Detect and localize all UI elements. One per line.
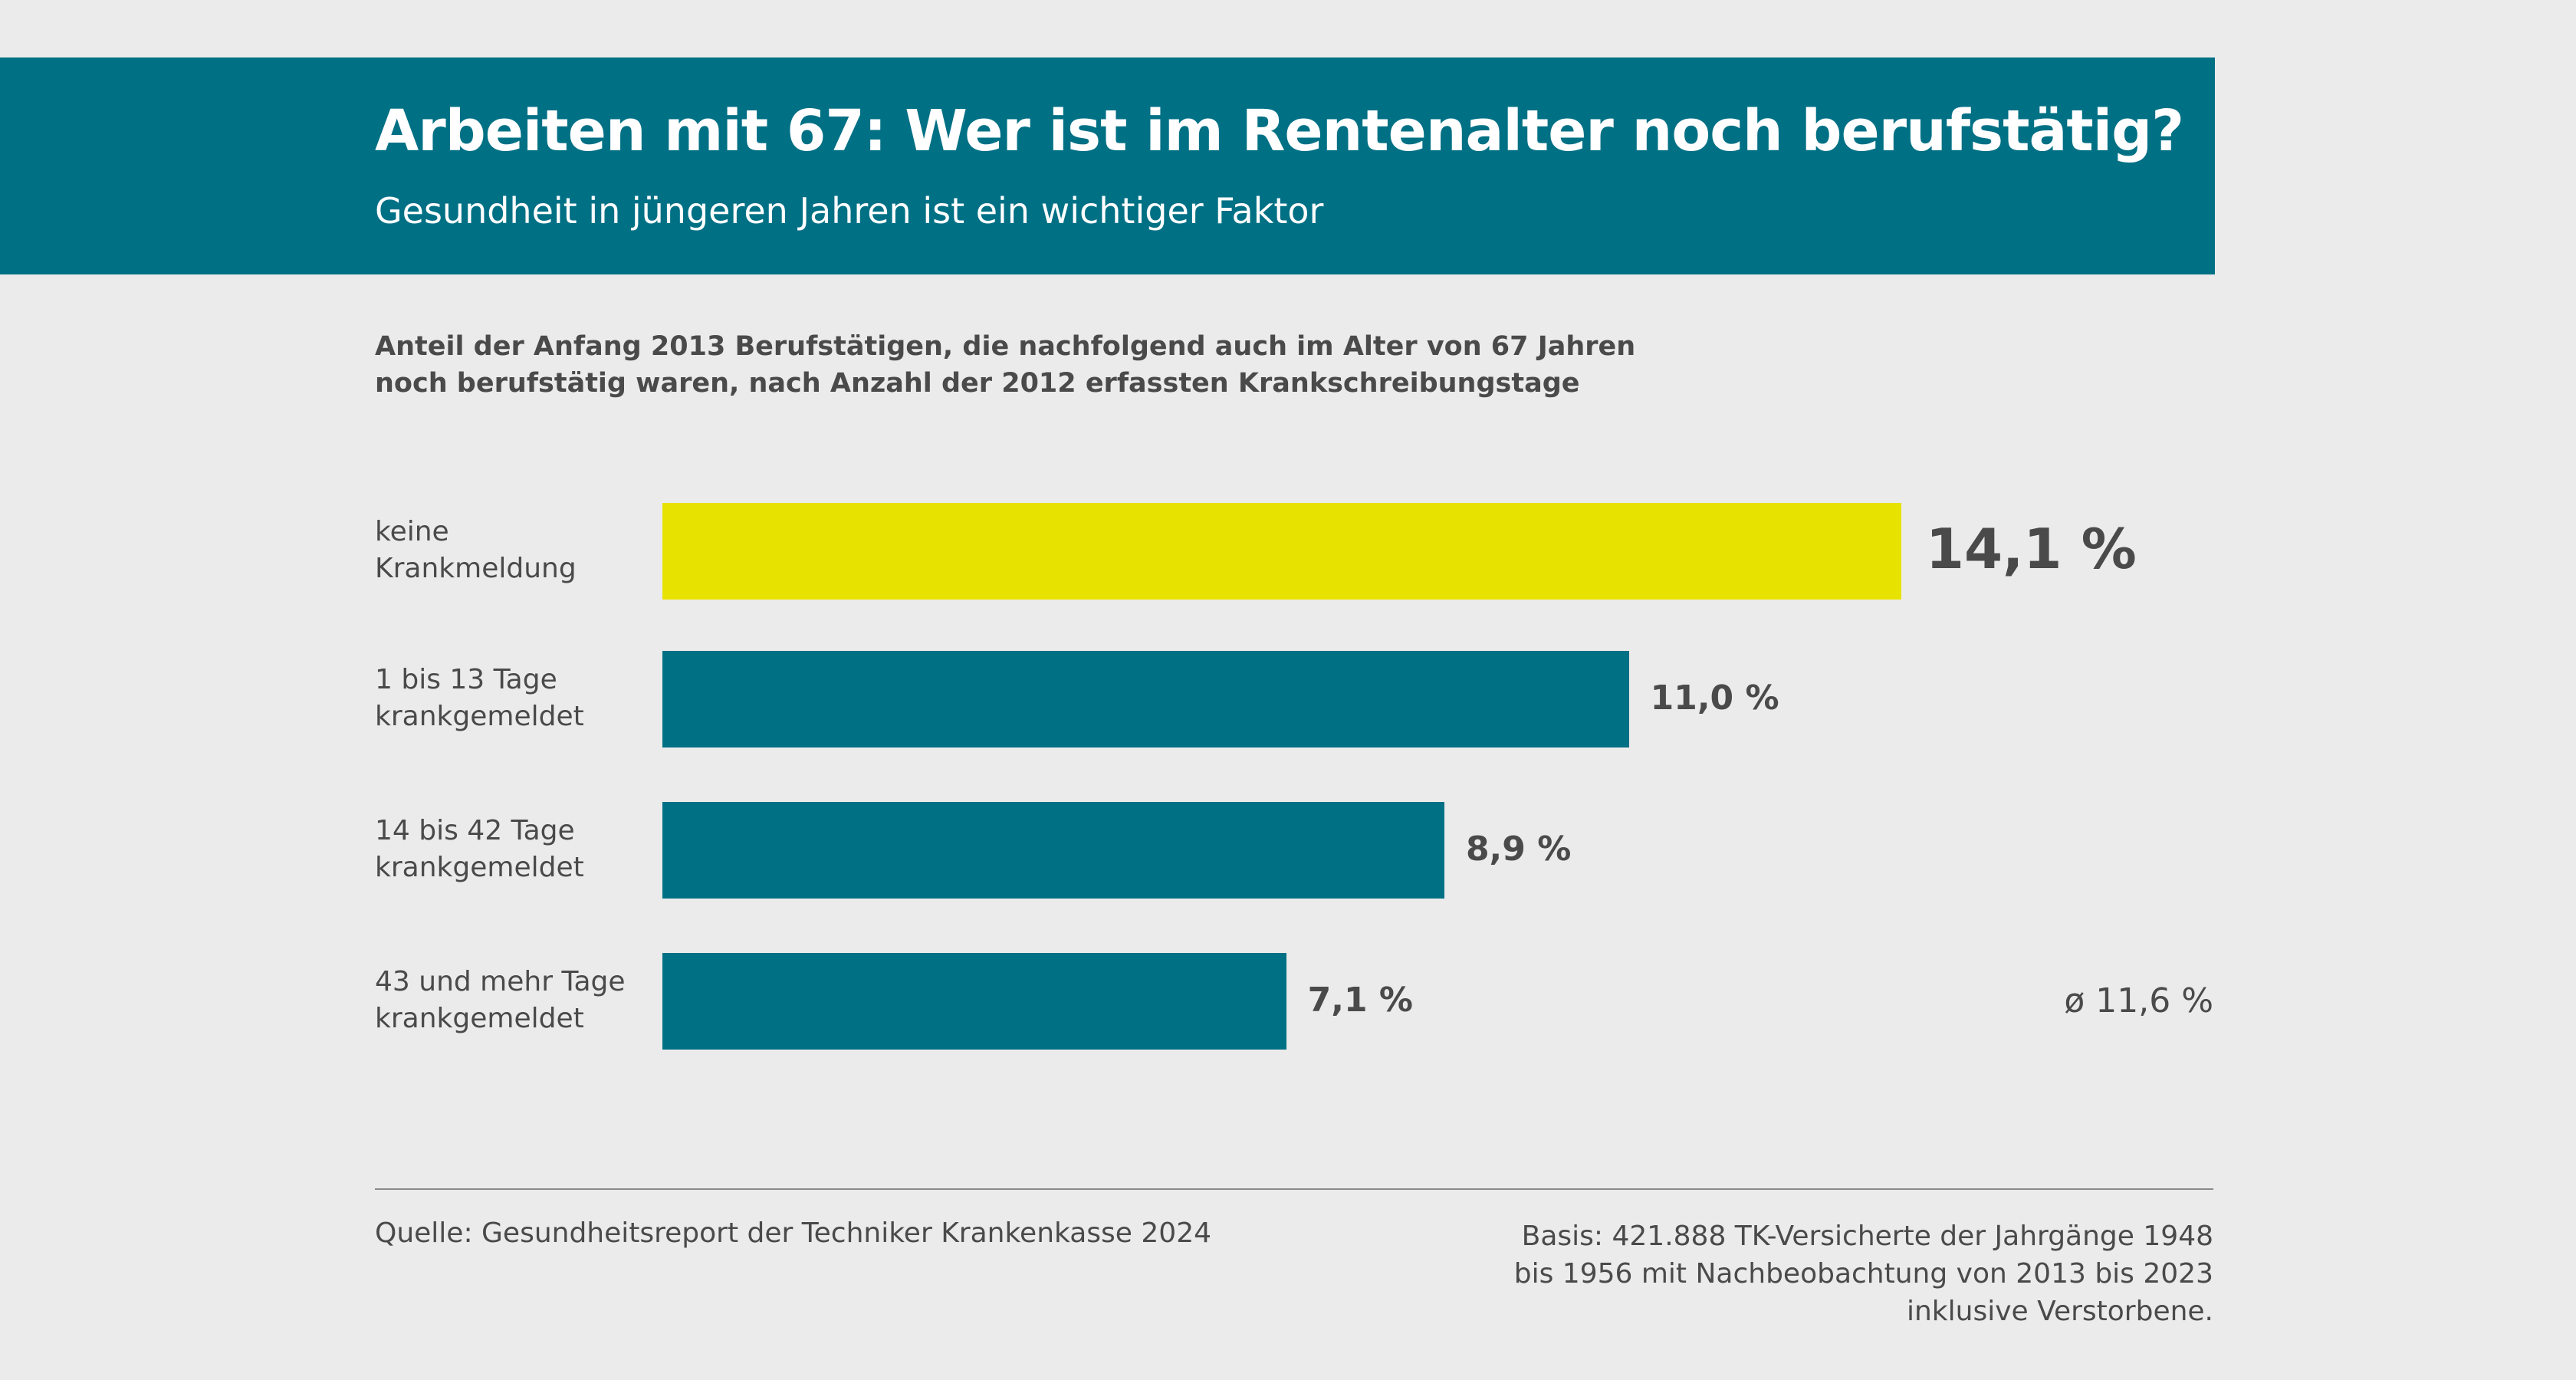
category-label-line: krankgemeldet: [375, 1003, 584, 1034]
category-label-line: Krankmeldung: [375, 553, 577, 584]
category-label: 14 bis 42 Tage krankgemeldet: [375, 813, 584, 886]
average-label: ø 11,6 %: [2064, 981, 2213, 1020]
chart-description-line: noch berufstätig waren, nach Anzahl der …: [375, 368, 1580, 399]
category-label-line: krankgemeldet: [375, 852, 584, 883]
basis-line: inklusive Verstorbene.: [1906, 1296, 2213, 1327]
basis-line: Basis: 421.888 TK-Versicherte der Jahrgä…: [1521, 1221, 2213, 1252]
value-label: 14,1 %: [1925, 517, 2137, 581]
category-label-line: 1 bis 13 Tage: [375, 664, 557, 695]
category-label: keine Krankmeldung: [375, 514, 577, 587]
category-label: 1 bis 13 Tage krankgemeldet: [375, 662, 584, 735]
value-label: 11,0 %: [1650, 678, 1779, 718]
category-label: 43 und mehr Tage krankgemeldet: [375, 964, 626, 1037]
divider: [375, 1188, 2213, 1190]
value-label: 8,9 %: [1465, 830, 1572, 869]
category-label-line: 14 bis 42 Tage: [375, 815, 575, 846]
bar: [662, 503, 1901, 600]
header-band: [0, 58, 2215, 274]
value-label: 7,1 %: [1307, 981, 1414, 1020]
source-note: Quelle: Gesundheitsreport der Techniker …: [375, 1217, 1212, 1249]
category-label-line: krankgemeldet: [375, 701, 584, 732]
category-label-line: 43 und mehr Tage: [375, 966, 626, 997]
bar: [662, 651, 1629, 748]
category-label-line: keine: [375, 516, 449, 547]
basis-note: Basis: 421.888 TK-Versicherte der Jahrgä…: [1514, 1217, 2213, 1330]
page-title: Arbeiten mit 67: Wer ist im Rentenalter …: [375, 98, 2184, 164]
page-subtitle: Gesundheit in jüngeren Jahren ist ein wi…: [375, 190, 1324, 232]
basis-line: bis 1956 mit Nachbeobachtung von 2013 bi…: [1513, 1258, 2213, 1290]
chart-description-line: Anteil der Anfang 2013 Berufstätigen, di…: [375, 331, 1636, 362]
bar: [662, 802, 1444, 899]
chart-description: Anteil der Anfang 2013 Berufstätigen, di…: [375, 328, 1635, 402]
bar: [662, 953, 1286, 1050]
